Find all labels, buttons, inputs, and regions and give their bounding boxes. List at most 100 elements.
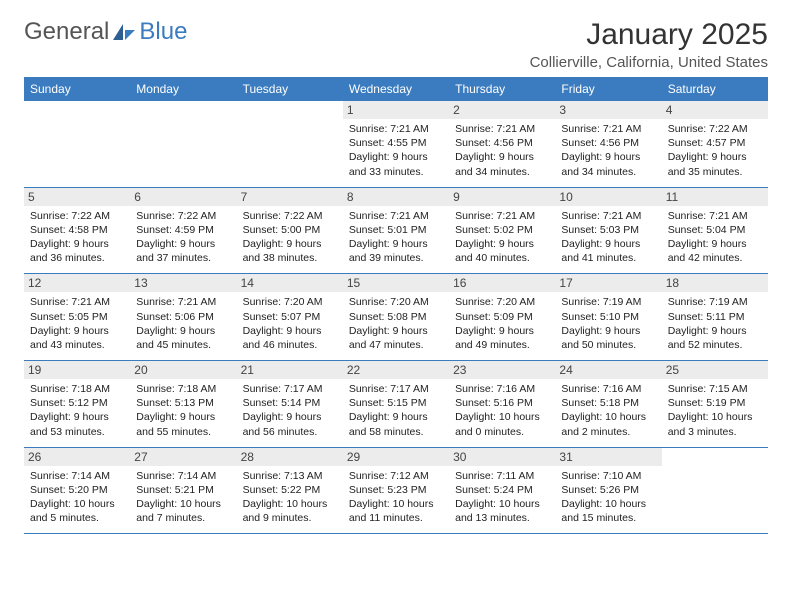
day-info: Sunrise: 7:21 AMSunset: 5:02 PMDaylight:…	[455, 209, 549, 266]
calendar-day-cell: 6 Sunrise: 7:22 AMSunset: 4:59 PMDaylight…	[130, 187, 236, 274]
day-info: Sunrise: 7:14 AMSunset: 5:21 PMDaylight:…	[136, 469, 230, 526]
calendar-week-row: 26 Sunrise: 7:14 AMSunset: 5:20 PMDayligh…	[24, 447, 768, 534]
day-number: 7	[237, 188, 343, 206]
calendar-day-cell: 27 Sunrise: 7:14 AMSunset: 5:21 PMDayligh…	[130, 447, 236, 534]
day-info: Sunrise: 7:18 AMSunset: 5:12 PMDaylight:…	[30, 382, 124, 439]
day-number: 29	[343, 448, 449, 466]
day-info: Sunrise: 7:17 AMSunset: 5:14 PMDaylight:…	[243, 382, 337, 439]
day-number: 18	[662, 274, 768, 292]
calendar-day-cell: 31 Sunrise: 7:10 AMSunset: 5:26 PMDayligh…	[555, 447, 661, 534]
day-number: 15	[343, 274, 449, 292]
day-info: Sunrise: 7:20 AMSunset: 5:07 PMDaylight:…	[243, 295, 337, 352]
day-number: 12	[24, 274, 130, 292]
day-info: Sunrise: 7:16 AMSunset: 5:16 PMDaylight:…	[455, 382, 549, 439]
day-info: Sunrise: 7:10 AMSunset: 5:26 PMDaylight:…	[561, 469, 655, 526]
calendar-day-cell: 18 Sunrise: 7:19 AMSunset: 5:11 PMDayligh…	[662, 274, 768, 361]
day-number: 27	[130, 448, 236, 466]
day-info: Sunrise: 7:18 AMSunset: 5:13 PMDaylight:…	[136, 382, 230, 439]
calendar-day-cell: 15 Sunrise: 7:20 AMSunset: 5:08 PMDayligh…	[343, 274, 449, 361]
day-info: Sunrise: 7:22 AMSunset: 5:00 PMDaylight:…	[243, 209, 337, 266]
day-number: 30	[449, 448, 555, 466]
calendar-day-cell	[662, 447, 768, 534]
day-info: Sunrise: 7:14 AMSunset: 5:20 PMDaylight:…	[30, 469, 124, 526]
day-number: 2	[449, 101, 555, 119]
calendar-day-cell: 13 Sunrise: 7:21 AMSunset: 5:06 PMDayligh…	[130, 274, 236, 361]
day-info: Sunrise: 7:21 AMSunset: 4:56 PMDaylight:…	[455, 122, 549, 179]
calendar-day-cell: 12 Sunrise: 7:21 AMSunset: 5:05 PMDayligh…	[24, 274, 130, 361]
day-number: 16	[449, 274, 555, 292]
day-number: 1	[343, 101, 449, 119]
day-number: 10	[555, 188, 661, 206]
day-number: 31	[555, 448, 661, 466]
weekday-header: Friday	[555, 77, 661, 101]
day-info: Sunrise: 7:20 AMSunset: 5:08 PMDaylight:…	[349, 295, 443, 352]
weekday-header: Saturday	[662, 77, 768, 101]
calendar-day-cell: 8 Sunrise: 7:21 AMSunset: 5:01 PMDaylight…	[343, 187, 449, 274]
day-number: 14	[237, 274, 343, 292]
calendar-day-cell: 19 Sunrise: 7:18 AMSunset: 5:12 PMDayligh…	[24, 361, 130, 448]
day-info: Sunrise: 7:17 AMSunset: 5:15 PMDaylight:…	[349, 382, 443, 439]
calendar-day-cell: 24 Sunrise: 7:16 AMSunset: 5:18 PMDayligh…	[555, 361, 661, 448]
calendar-day-cell: 21 Sunrise: 7:17 AMSunset: 5:14 PMDayligh…	[237, 361, 343, 448]
calendar-day-cell: 10 Sunrise: 7:21 AMSunset: 5:03 PMDayligh…	[555, 187, 661, 274]
day-number: 4	[662, 101, 768, 119]
day-number: 6	[130, 188, 236, 206]
day-number: 5	[24, 188, 130, 206]
day-info: Sunrise: 7:15 AMSunset: 5:19 PMDaylight:…	[668, 382, 762, 439]
day-info: Sunrise: 7:21 AMSunset: 5:05 PMDaylight:…	[30, 295, 124, 352]
calendar-day-cell: 7 Sunrise: 7:22 AMSunset: 5:00 PMDaylight…	[237, 187, 343, 274]
weekday-header: Wednesday	[343, 77, 449, 101]
title-block: January 2025 Collierville, California, U…	[530, 18, 768, 71]
logo-sail-icon	[111, 22, 137, 42]
day-number: 17	[555, 274, 661, 292]
logo-text-blue: Blue	[139, 18, 187, 46]
day-info: Sunrise: 7:22 AMSunset: 4:59 PMDaylight:…	[136, 209, 230, 266]
day-info: Sunrise: 7:19 AMSunset: 5:10 PMDaylight:…	[561, 295, 655, 352]
logo-text-general: General	[24, 18, 109, 46]
calendar-day-cell: 17 Sunrise: 7:19 AMSunset: 5:10 PMDayligh…	[555, 274, 661, 361]
calendar-day-cell: 16 Sunrise: 7:20 AMSunset: 5:09 PMDayligh…	[449, 274, 555, 361]
day-number: 19	[24, 361, 130, 379]
day-info: Sunrise: 7:21 AMSunset: 5:03 PMDaylight:…	[561, 209, 655, 266]
day-number: 9	[449, 188, 555, 206]
day-info: Sunrise: 7:19 AMSunset: 5:11 PMDaylight:…	[668, 295, 762, 352]
calendar-day-cell: 14 Sunrise: 7:20 AMSunset: 5:07 PMDayligh…	[237, 274, 343, 361]
calendar-day-cell: 2 Sunrise: 7:21 AMSunset: 4:56 PMDaylight…	[449, 101, 555, 187]
calendar-body: 1 Sunrise: 7:21 AMSunset: 4:55 PMDaylight…	[24, 101, 768, 534]
calendar-table: SundayMondayTuesdayWednesdayThursdayFrid…	[24, 77, 768, 534]
day-number: 13	[130, 274, 236, 292]
weekday-header: Thursday	[449, 77, 555, 101]
day-number: 26	[24, 448, 130, 466]
day-number: 8	[343, 188, 449, 206]
calendar-day-cell	[130, 101, 236, 187]
calendar-day-cell: 26 Sunrise: 7:14 AMSunset: 5:20 PMDayligh…	[24, 447, 130, 534]
day-info: Sunrise: 7:22 AMSunset: 4:58 PMDaylight:…	[30, 209, 124, 266]
calendar-day-cell: 4 Sunrise: 7:22 AMSunset: 4:57 PMDaylight…	[662, 101, 768, 187]
day-info: Sunrise: 7:20 AMSunset: 5:09 PMDaylight:…	[455, 295, 549, 352]
day-info: Sunrise: 7:12 AMSunset: 5:23 PMDaylight:…	[349, 469, 443, 526]
calendar-day-cell: 11Sunrise: 7:21 AMSunset: 5:04 PMDayligh…	[662, 187, 768, 274]
day-number: 24	[555, 361, 661, 379]
weekday-header: Sunday	[24, 77, 130, 101]
day-info: Sunrise: 7:21 AMSunset: 4:55 PMDaylight:…	[349, 122, 443, 179]
calendar-day-cell: 22 Sunrise: 7:17 AMSunset: 5:15 PMDayligh…	[343, 361, 449, 448]
calendar-week-row: 5 Sunrise: 7:22 AMSunset: 4:58 PMDaylight…	[24, 187, 768, 274]
day-info: Sunrise: 7:21 AMSunset: 5:01 PMDaylight:…	[349, 209, 443, 266]
day-info: Sunrise: 7:21 AMSunset: 4:56 PMDaylight:…	[561, 122, 655, 179]
weekday-header: Tuesday	[237, 77, 343, 101]
calendar-day-cell: 25Sunrise: 7:15 AMSunset: 5:19 PMDayligh…	[662, 361, 768, 448]
calendar-day-cell: 30Sunrise: 7:11 AMSunset: 5:24 PMDayligh…	[449, 447, 555, 534]
calendar-day-cell	[24, 101, 130, 187]
day-info: Sunrise: 7:21 AMSunset: 5:06 PMDaylight:…	[136, 295, 230, 352]
calendar-week-row: 12 Sunrise: 7:21 AMSunset: 5:05 PMDayligh…	[24, 274, 768, 361]
weekday-header: Monday	[130, 77, 236, 101]
calendar-week-row: 19 Sunrise: 7:18 AMSunset: 5:12 PMDayligh…	[24, 361, 768, 448]
day-info: Sunrise: 7:16 AMSunset: 5:18 PMDaylight:…	[561, 382, 655, 439]
weekday-header-row: SundayMondayTuesdayWednesdayThursdayFrid…	[24, 77, 768, 101]
calendar-day-cell: 20Sunrise: 7:18 AMSunset: 5:13 PMDayligh…	[130, 361, 236, 448]
day-info: Sunrise: 7:22 AMSunset: 4:57 PMDaylight:…	[668, 122, 762, 179]
day-number: 11	[662, 188, 768, 206]
day-number: 21	[237, 361, 343, 379]
calendar-day-cell: 23Sunrise: 7:16 AMSunset: 5:16 PMDayligh…	[449, 361, 555, 448]
day-number: 22	[343, 361, 449, 379]
